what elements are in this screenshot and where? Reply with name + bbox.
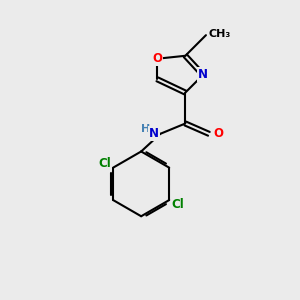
Text: O: O bbox=[213, 127, 223, 140]
Text: Cl: Cl bbox=[172, 198, 184, 211]
Text: Cl: Cl bbox=[98, 157, 111, 170]
Text: N: N bbox=[149, 127, 159, 140]
Text: N: N bbox=[198, 68, 208, 81]
Text: O: O bbox=[152, 52, 162, 65]
Text: H: H bbox=[141, 124, 150, 134]
Text: CH₃: CH₃ bbox=[209, 29, 231, 39]
